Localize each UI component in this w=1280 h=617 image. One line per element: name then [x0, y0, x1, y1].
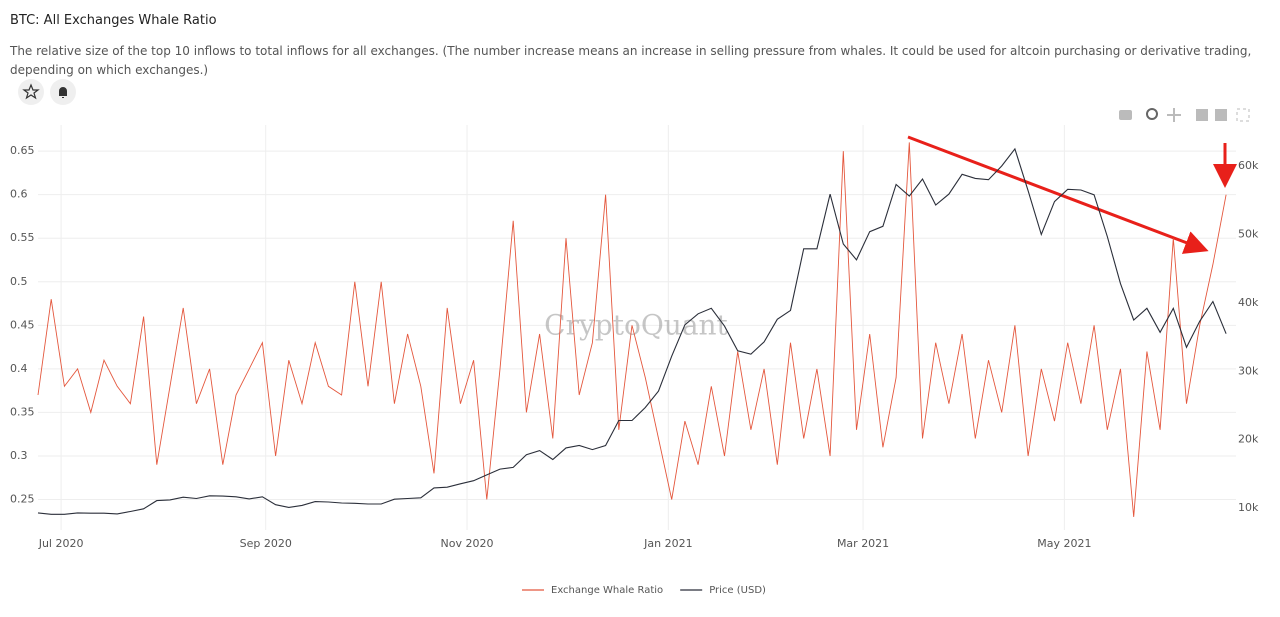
zoom-in-icon[interactable]	[1196, 109, 1208, 121]
zoom-icon[interactable]	[1146, 108, 1158, 120]
chart-subtitle: The relative size of the top 10 inflows …	[10, 44, 1252, 77]
legend-label: Exchange Whale Ratio	[551, 585, 663, 596]
x-tick-label: Nov 2020	[441, 537, 494, 550]
y2-tick-label: 30k	[1238, 364, 1259, 377]
x-tick-label: Jan 2021	[643, 537, 692, 550]
star-icon	[22, 83, 40, 100]
y2-tick-label: 50k	[1238, 227, 1259, 240]
y2-tick-label: 60k	[1238, 159, 1259, 172]
y-tick-label: 0.5	[10, 275, 28, 288]
y-tick-label: 0.55	[10, 231, 35, 244]
favorite-button[interactable]	[18, 79, 44, 105]
data-line	[37, 147, 1227, 515]
grid	[38, 125, 1236, 530]
camera-icon[interactable]	[1119, 110, 1132, 120]
y-tick-label: 0.25	[10, 493, 35, 506]
alert-button[interactable]	[50, 79, 76, 105]
x-tick-label: Sep 2020	[240, 537, 292, 550]
toolbar	[1119, 108, 1250, 122]
y2-tick-label: 20k	[1238, 433, 1259, 446]
x-tick-label: May 2021	[1037, 537, 1091, 550]
y-tick-label: 0.65	[10, 144, 35, 157]
y-tick-label: 0.45	[10, 318, 35, 331]
y2-tick-label: 10k	[1238, 501, 1259, 514]
bell-icon	[59, 87, 67, 98]
trend-arrow	[907, 135, 1209, 254]
legend-label: Price (USD)	[709, 585, 766, 596]
data-line	[37, 142, 1227, 517]
pan-icon[interactable]	[1167, 108, 1181, 122]
y-tick-label: 0.4	[10, 362, 28, 375]
x-tick-label: Mar 2021	[837, 537, 889, 550]
y2-tick-label: 40k	[1238, 296, 1259, 309]
y-tick-label: 0.35	[10, 405, 35, 418]
zoom-out-icon[interactable]	[1215, 109, 1227, 121]
chart-title: BTC: All Exchanges Whale Ratio	[10, 13, 217, 28]
y-tick-label: 0.6	[10, 188, 28, 201]
watermark: CryptoQuant	[544, 309, 728, 342]
x-tick-label: Jul 2020	[38, 537, 84, 550]
y-tick-label: 0.3	[10, 449, 28, 462]
autoscale-icon[interactable]	[1236, 108, 1250, 122]
